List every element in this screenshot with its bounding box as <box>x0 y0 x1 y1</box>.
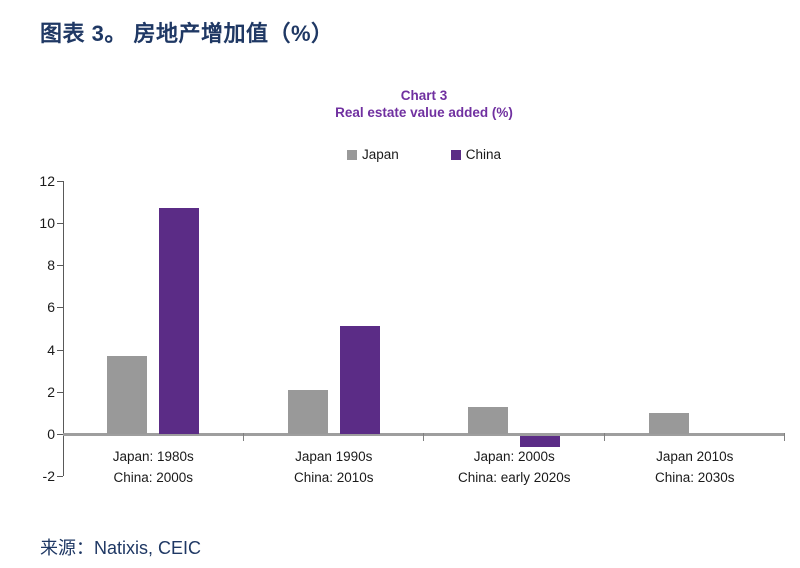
y-axis-tick-label: -2 <box>42 468 55 485</box>
y-axis-line <box>63 180 64 477</box>
legend-item-china: China <box>450 147 502 162</box>
y-axis-tick <box>57 434 63 435</box>
bar-china-1 <box>339 326 380 434</box>
y-axis-tick-label: 8 <box>47 257 55 274</box>
bar-japan-0 <box>107 355 148 434</box>
bar-japan-3 <box>648 412 689 434</box>
category-label-line: China: 2010s <box>293 470 374 485</box>
category-label-line: Japan 1990s <box>295 449 373 464</box>
category-boundary-tick <box>603 433 605 441</box>
bar-japan-1 <box>287 389 328 434</box>
category-boundary-tick <box>423 433 424 441</box>
y-axis-tick <box>57 307 63 309</box>
category-boundary-tick <box>242 433 244 441</box>
category-label: Japan: 1980s China: 2000s <box>43 446 263 488</box>
category-label-line: China: early 2020s <box>457 470 571 485</box>
category-label-line: Japan: 1980s <box>112 449 194 464</box>
bar-china-0 <box>159 208 200 434</box>
y-axis-tick-label: 0 <box>47 426 55 442</box>
y-axis-tick <box>57 391 63 393</box>
legend-item-japan: Japan <box>346 147 399 162</box>
y-axis-tick <box>57 223 63 224</box>
y-axis-tick <box>57 180 63 182</box>
y-axis-tick-label: 10 <box>39 215 55 231</box>
chart-subtitle: Real estate value added (%) <box>335 105 513 120</box>
bar-china-2 <box>520 436 561 447</box>
y-axis-tick <box>57 265 63 267</box>
category-label-line: China: 2030s <box>654 470 735 485</box>
category-label-line: China: 2000s <box>113 470 194 485</box>
chart-legend: Japan China <box>63 147 785 162</box>
japan-series-swatch-icon <box>346 149 357 160</box>
category-label: Japan 1990s China: 2010s <box>224 446 444 488</box>
category-label: Japan 2010s China: 2030s <box>585 446 800 488</box>
y-axis-tick-label: 4 <box>47 341 55 358</box>
y-axis-tick <box>57 476 63 478</box>
chart-title: Chart 3 <box>400 88 448 103</box>
legend-label-china: China <box>465 147 502 162</box>
y-axis-tick-label: 2 <box>47 383 55 400</box>
category-label-line: Japan 2010s <box>656 449 734 464</box>
legend-label-japan: Japan <box>361 147 399 162</box>
category-label: Japan: 2000s China: early 2020s <box>404 446 624 488</box>
y-axis-tick-label: 12 <box>39 172 55 189</box>
figure-title: 图表 3。 房地产增加值（%） <box>40 21 334 46</box>
y-axis-tick <box>57 349 63 351</box>
bar-japan-2 <box>468 406 509 434</box>
source-note: 来源：Natixis, CEIC <box>40 538 202 558</box>
china-series-swatch-icon <box>450 149 461 160</box>
y-axis-tick-label: 6 <box>47 299 55 316</box>
category-label-line: Japan: 2000s <box>473 449 555 464</box>
x-axis-baseline <box>63 433 785 436</box>
category-boundary-tick <box>784 433 785 441</box>
